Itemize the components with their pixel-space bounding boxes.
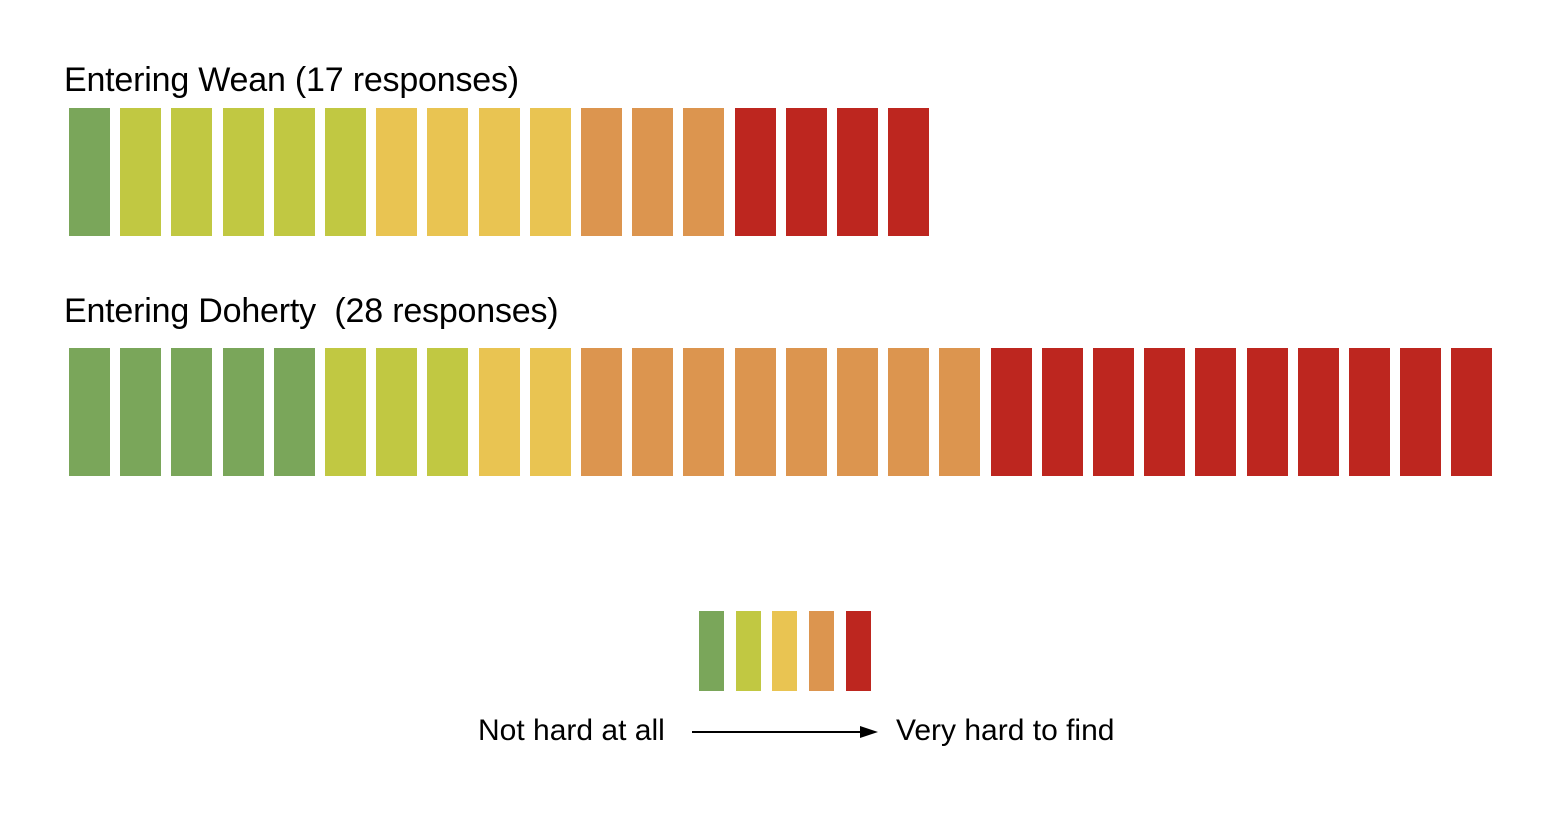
wean-response-12-level-4 (632, 108, 673, 236)
doherty-response-22-level-5 (1144, 348, 1185, 476)
doherty-response-8-level-2 (427, 348, 468, 476)
wean-response-11-level-4 (581, 108, 622, 236)
doherty-response-6-level-2 (325, 348, 366, 476)
doherty-response-24-level-5 (1247, 348, 1288, 476)
legend-swatch-level-4 (809, 611, 835, 691)
legend-high-label: Very hard to find (896, 714, 1115, 747)
wean-response-17-level-5 (888, 108, 929, 236)
doherty-response-4-level-1 (223, 348, 264, 476)
doherty-response-row (69, 348, 1499, 476)
doherty-response-9-level-3 (479, 348, 520, 476)
right-arrow-icon (692, 726, 878, 738)
doherty-response-23-level-5 (1195, 348, 1236, 476)
wean-response-16-level-5 (837, 108, 878, 236)
wean-response-3-level-2 (171, 108, 212, 236)
doherty-response-14-level-4 (735, 348, 776, 476)
doherty-response-7-level-2 (376, 348, 417, 476)
doherty-response-13-level-4 (683, 348, 724, 476)
wean-response-7-level-3 (376, 108, 417, 236)
doherty-response-12-level-4 (632, 348, 673, 476)
doherty-group-title: Entering Doherty (28 responses) (64, 292, 559, 330)
legend-swatch-level-3 (772, 611, 798, 691)
doherty-response-16-level-4 (837, 348, 878, 476)
wean-response-10-level-3 (530, 108, 571, 236)
doherty-response-18-level-4 (939, 348, 980, 476)
legend-low-label: Not hard at all (478, 714, 665, 747)
doherty-response-17-level-4 (888, 348, 929, 476)
wean-response-13-level-4 (683, 108, 724, 236)
wean-response-4-level-2 (223, 108, 264, 236)
difficulty-legend-swatches (699, 611, 879, 691)
wean-response-14-level-5 (735, 108, 776, 236)
doherty-response-20-level-5 (1042, 348, 1083, 476)
wean-response-2-level-2 (120, 108, 161, 236)
doherty-response-28-level-5 (1451, 348, 1492, 476)
wean-group-title: Entering Wean (17 responses) (64, 61, 519, 99)
doherty-response-27-level-5 (1400, 348, 1441, 476)
wean-response-5-level-2 (274, 108, 315, 236)
doherty-response-19-level-5 (991, 348, 1032, 476)
wean-response-row (69, 108, 1499, 236)
doherty-response-25-level-5 (1298, 348, 1339, 476)
legend-swatch-level-5 (845, 611, 871, 691)
doherty-response-3-level-1 (171, 348, 212, 476)
doherty-response-2-level-1 (120, 348, 161, 476)
doherty-response-15-level-4 (786, 348, 827, 476)
doherty-response-11-level-4 (581, 348, 622, 476)
legend-swatch-level-2 (735, 611, 761, 691)
doherty-response-10-level-3 (530, 348, 571, 476)
doherty-response-5-level-1 (274, 348, 315, 476)
legend-swatch-level-1 (699, 611, 724, 691)
doherty-response-21-level-5 (1093, 348, 1134, 476)
doherty-response-1-level-1 (69, 348, 110, 476)
wean-response-8-level-3 (427, 108, 468, 236)
doherty-response-26-level-5 (1349, 348, 1390, 476)
wean-response-1-level-1 (69, 108, 110, 236)
wean-response-15-level-5 (786, 108, 827, 236)
wean-response-9-level-3 (479, 108, 520, 236)
wean-response-6-level-2 (325, 108, 366, 236)
